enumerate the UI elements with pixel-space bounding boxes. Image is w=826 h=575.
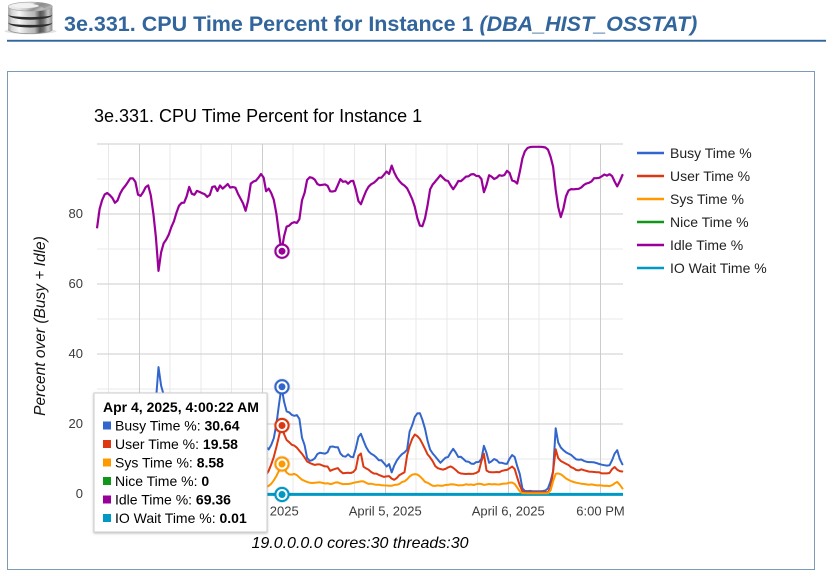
svg-text:IO Wait Time %: IO Wait Time % [670, 260, 767, 276]
svg-text:User Time %: 19.58: User Time %: 19.58 [115, 436, 238, 452]
svg-text:Idle Time %: 69.36: Idle Time %: 69.36 [115, 492, 231, 508]
svg-text:19.0.0.0.0 cores:30 threads:30: 19.0.0.0.0 cores:30 threads:30 [251, 535, 468, 552]
svg-text:Nice Time %: 0: Nice Time %: 0 [115, 473, 209, 489]
svg-text:60: 60 [69, 276, 83, 291]
svg-text:6:00 PM: 6:00 PM [576, 504, 624, 519]
svg-text:Nice Time %: Nice Time % [670, 214, 749, 230]
svg-text:Apr 4, 2025, 4:00:22 AM: Apr 4, 2025, 4:00:22 AM [103, 399, 259, 415]
svg-text:IO Wait Time %: 0.01: IO Wait Time %: 0.01 [115, 510, 247, 526]
svg-text:3e.331. CPU Time Percent for I: 3e.331. CPU Time Percent for Instance 1 [94, 106, 422, 126]
svg-text:Busy Time %: Busy Time % [670, 145, 752, 161]
svg-text:Idle Time %: Idle Time % [670, 237, 743, 253]
svg-text:0: 0 [76, 486, 83, 501]
svg-text:40: 40 [69, 346, 83, 361]
svg-text:April 5, 2025: April 5, 2025 [349, 504, 422, 519]
svg-text:80: 80 [69, 206, 83, 221]
svg-text:Percent over (Busy + Idle): Percent over (Busy + Idle) [32, 236, 49, 416]
svg-text:April 6, 2025: April 6, 2025 [472, 504, 545, 519]
svg-text:Sys Time %: 8.58: Sys Time %: 8.58 [115, 455, 224, 471]
svg-text:User Time %: User Time % [670, 168, 750, 184]
svg-text:Busy Time %: 30.64: Busy Time %: 30.64 [115, 418, 240, 434]
svg-text:Sys Time %: Sys Time % [670, 191, 744, 207]
svg-text:3e.331. CPU Time Percent for I: 3e.331. CPU Time Percent for Instance 1 … [64, 12, 697, 36]
svg-text:20: 20 [69, 416, 83, 431]
